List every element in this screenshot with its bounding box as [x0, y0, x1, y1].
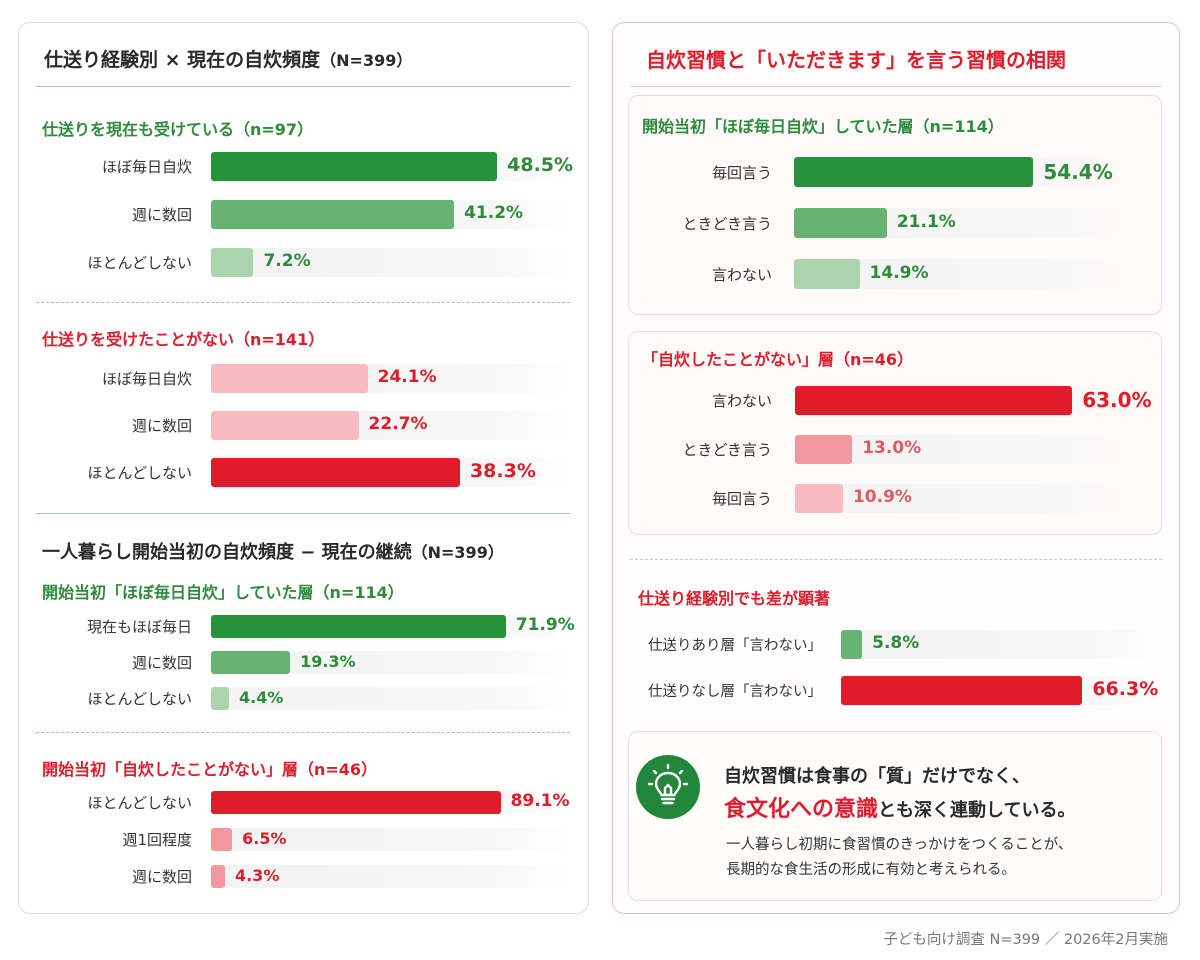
bar-track	[211, 827, 569, 851]
bar	[841, 629, 863, 659]
bar-label: ほとんどしない	[87, 464, 192, 482]
insight-line2: 食文化への意識とも深く連動している。	[724, 791, 1075, 823]
s1-group1-heading: 仕送りを現在も受けている（n=97）	[42, 120, 314, 139]
bar	[211, 614, 506, 638]
bar-value: 6.5%	[242, 829, 287, 849]
bar-value: 48.5%	[507, 154, 574, 177]
bar-value: 71.9%	[515, 615, 575, 636]
bar	[841, 675, 1083, 705]
bar-label: 週に数回	[131, 654, 192, 672]
bar	[211, 864, 225, 888]
bar	[211, 686, 230, 710]
bar-value: 10.9%	[852, 487, 912, 508]
bar-track	[211, 650, 569, 674]
section1-rule	[36, 86, 570, 87]
bar-value: 41.2%	[464, 203, 524, 224]
bar	[794, 208, 887, 238]
bar-label: 週に数回	[131, 206, 192, 224]
bar-value: 21.1%	[896, 212, 956, 233]
insight-line1: 自炊習慣は食事の「質」だけでなく、	[724, 766, 1030, 787]
insight-line2-rest: とも深く連動している。	[878, 800, 1076, 821]
bar	[211, 827, 233, 851]
bar-label: 言わない	[711, 392, 772, 410]
bar	[211, 457, 460, 487]
footer-note: 子ども向け調査 N=399 ／ 2026年2月実施	[883, 932, 1168, 948]
s1-group2-heading: 仕送りを受けたことがない（n=141）	[42, 330, 325, 349]
bar	[211, 650, 291, 674]
s1-group-divider	[36, 302, 570, 303]
bar	[211, 247, 254, 277]
bar-label: ほとんどしない	[87, 794, 192, 812]
right-title: 自炊習慣と「いただきます」を言う習慣の相関	[646, 48, 1066, 72]
insight-note2: 長期的な食生活の形成に有効と考えられる。	[726, 862, 1016, 878]
bar-value: 54.4%	[1043, 159, 1113, 184]
bar-value: 4.4%	[239, 688, 284, 708]
bar-label: ときどき言う	[682, 441, 772, 459]
bar-label: ときどき言う	[682, 215, 772, 233]
bar-label: ほぼ毎日自炊	[101, 370, 192, 388]
bar-label: 週に数回	[131, 417, 192, 435]
bar-track	[795, 483, 1133, 513]
bar	[795, 483, 843, 513]
bar-label: ほぼ毎日自炊	[101, 158, 192, 176]
bar-label: 週に数回	[131, 868, 192, 886]
bar-value: 14.9%	[869, 263, 929, 284]
right-divider	[630, 559, 1162, 560]
bar-label: ほとんどしない	[87, 254, 192, 272]
compare-heading: 仕送り経験別でも差が顕著	[638, 589, 831, 608]
bar	[211, 199, 455, 229]
insight-emphasis: 食文化への意識	[724, 797, 879, 822]
bar-value: 13.0%	[862, 438, 922, 459]
bar-value: 24.1%	[377, 367, 437, 388]
bar	[795, 385, 1073, 415]
r-group1-heading: 開始当初「ほぼ毎日自炊」していた層（n=114）	[642, 117, 1004, 136]
bar-value: 63.0%	[1082, 387, 1152, 412]
insight-card	[628, 731, 1162, 901]
section2-rule	[36, 513, 570, 514]
bar-track	[211, 686, 569, 710]
s2-group-divider	[36, 732, 570, 733]
bar-label: 仕送りなし層「言わない」	[648, 684, 822, 700]
bar-track	[211, 247, 569, 277]
bar-value: 22.7%	[368, 414, 428, 435]
bar-value: 66.3%	[1092, 678, 1159, 701]
bar	[794, 157, 1034, 187]
bar	[211, 151, 498, 181]
insight-note1: 一人暮らし初期に食習慣のきっかけをつくることが、	[726, 837, 1073, 853]
bar-value: 4.3%	[234, 866, 280, 886]
bar-label: ほとんどしない	[87, 690, 192, 708]
bar	[795, 434, 853, 464]
bar-label: 週1回程度	[122, 831, 192, 849]
section1-title: 仕送り経験別 × 現在の自炊頻度（N=399）	[44, 49, 413, 71]
r-group2-heading: 「自炊したことがない」層（n=46）	[642, 350, 914, 369]
bar-label: 毎回言う	[711, 164, 772, 182]
s2-group2-heading: 開始当初「自炊したことがない」層（n=46）	[42, 760, 378, 779]
bar	[211, 410, 359, 440]
bar-value: 5.8%	[872, 633, 920, 654]
bar	[794, 259, 860, 289]
bar-label: 仕送りあり層「言わない」	[648, 638, 822, 654]
right-title-rule	[630, 86, 1162, 87]
bar-value: 19.3%	[300, 652, 356, 672]
section2-title: 一人暮らし開始当初の自炊頻度 − 現在の継続（N=399）	[42, 542, 504, 563]
bar-label: 現在もほぼ毎日	[86, 618, 192, 636]
s2-group1-heading: 開始当初「ほぼ毎日自炊」していた層（n=114）	[42, 583, 404, 602]
bar-value: 89.1%	[510, 791, 570, 812]
bar-track	[211, 864, 569, 888]
bar-track	[841, 629, 1157, 659]
bar-value: 38.3%	[469, 460, 536, 483]
bar-value: 7.2%	[263, 251, 311, 272]
bar	[211, 790, 501, 814]
bar-label: 言わない	[711, 266, 772, 284]
bar	[211, 363, 368, 393]
bar-label: 毎回言う	[711, 490, 772, 508]
lightbulb-icon	[636, 755, 700, 819]
